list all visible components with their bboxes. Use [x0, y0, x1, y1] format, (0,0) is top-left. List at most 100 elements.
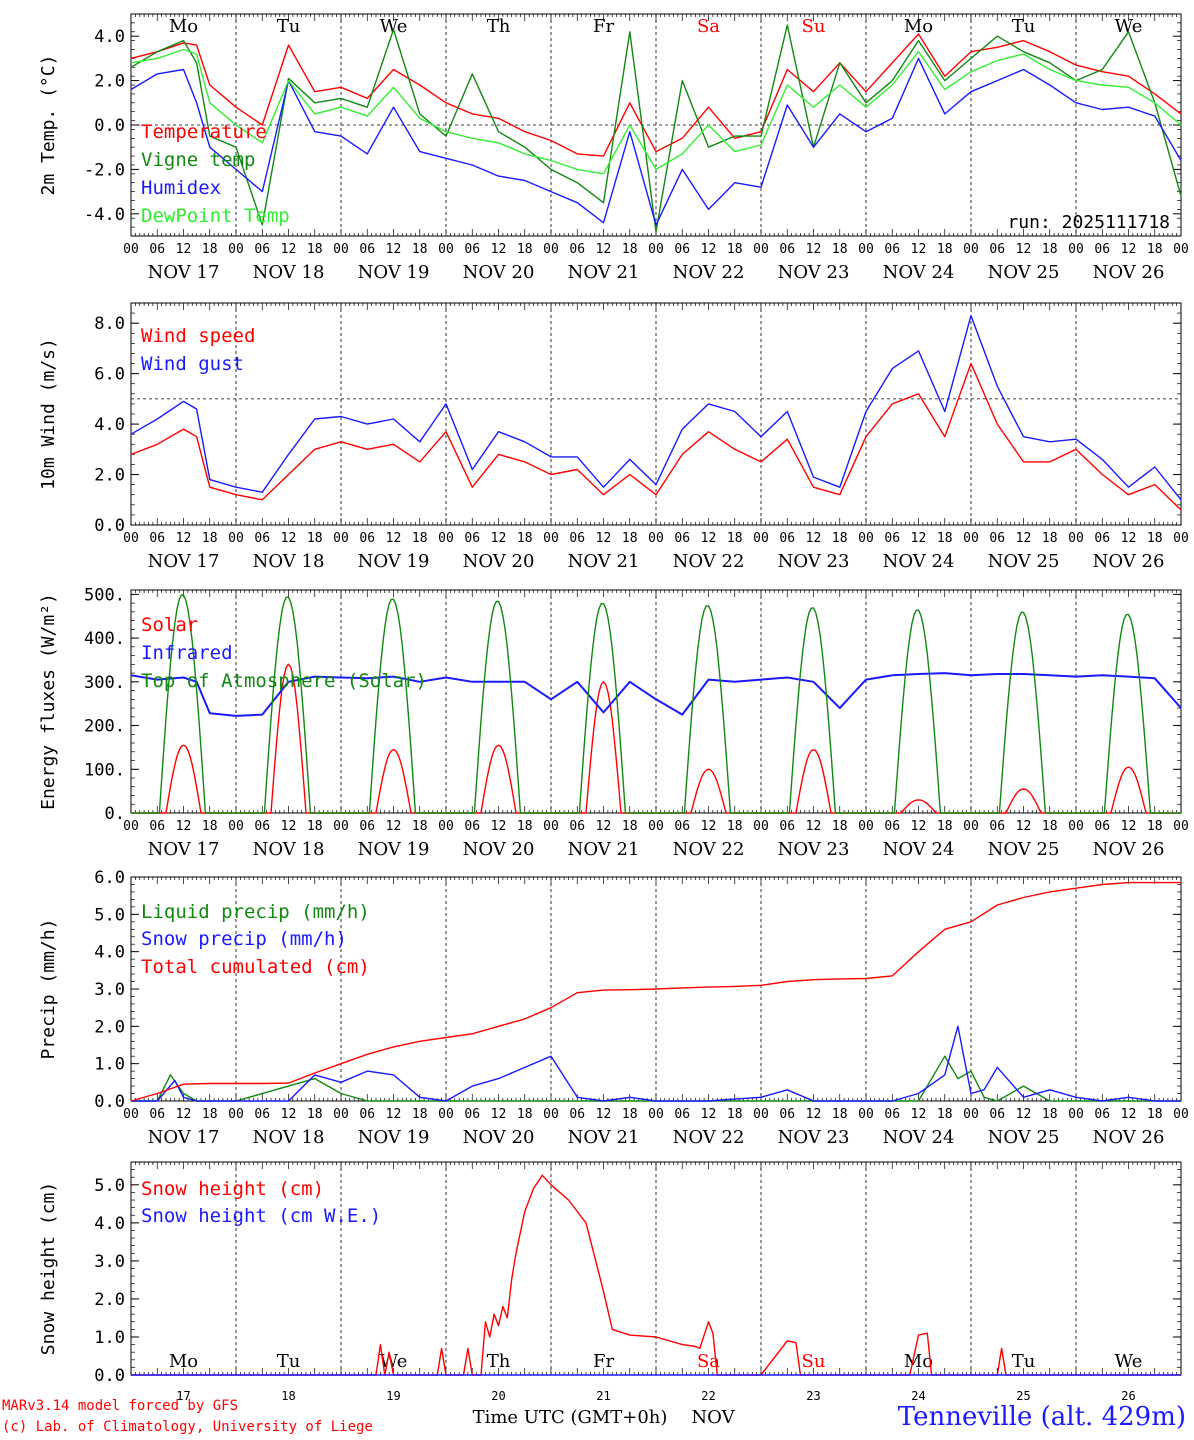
y-tick-label: 2.0 — [94, 72, 125, 92]
hour-label: 18 — [517, 1107, 533, 1122]
panel-frame — [130, 589, 1182, 814]
hour-label: 00 — [1068, 242, 1084, 257]
hour-label: 00 — [228, 531, 244, 546]
hour-label: 06 — [989, 819, 1005, 834]
hour-label: 12 — [1016, 1107, 1032, 1122]
bottom-day-number: 26 — [1121, 1389, 1135, 1403]
weekday-label: Sa — [697, 16, 720, 37]
hour-label: 18 — [202, 1107, 218, 1122]
date-label: NOV 25 — [988, 551, 1060, 572]
hour-label: 06 — [1094, 1107, 1110, 1122]
hour-label: 18 — [832, 531, 848, 546]
hour-label: 12 — [701, 819, 717, 834]
date-label: NOV 19 — [358, 551, 430, 572]
hour-label: 18 — [307, 531, 323, 546]
hour-label: 12 — [386, 531, 402, 546]
date-label: NOV 24 — [883, 839, 955, 860]
legend-entry: Infrared — [141, 642, 233, 664]
date-label: NOV 20 — [463, 551, 535, 572]
hour-label: 18 — [1042, 819, 1058, 834]
legend-entry: Vigne temp — [141, 149, 255, 171]
hour-label: 06 — [254, 819, 270, 834]
date-label: NOV 20 — [463, 839, 535, 860]
hour-label: 00 — [228, 1107, 244, 1122]
weekday-label: Mo — [904, 1351, 933, 1372]
y-tick-label: 5.0 — [94, 1176, 125, 1196]
hour-label: 18 — [517, 531, 533, 546]
hour-label: 00 — [1068, 531, 1084, 546]
date-label: NOV 23 — [778, 551, 850, 572]
series-line-infrared — [130, 672, 1182, 717]
hour-label: 18 — [412, 1107, 428, 1122]
hour-label: 12 — [1121, 531, 1137, 546]
hour-label: 00 — [438, 531, 454, 546]
date-label: NOV 26 — [1093, 551, 1165, 572]
hour-label: 18 — [202, 242, 218, 257]
legend-entry: Solar — [141, 614, 198, 636]
hour-label: 18 — [1042, 242, 1058, 257]
date-label: NOV 20 — [463, 1127, 535, 1148]
date-label: NOV 26 — [1093, 839, 1165, 860]
hour-label: 00 — [333, 819, 349, 834]
date-label: NOV 21 — [568, 1127, 640, 1148]
date-label: NOV 19 — [358, 262, 430, 283]
hour-label: 12 — [1121, 819, 1137, 834]
date-label: NOV 21 — [568, 839, 640, 860]
hour-label: 00 — [123, 531, 139, 546]
weekday-label: Sa — [697, 1351, 720, 1372]
hour-label: 12 — [701, 1107, 717, 1122]
hour-label: 06 — [149, 1107, 165, 1122]
y-axis-label: Energy fluxes (W/m²) — [38, 593, 59, 810]
hour-label: 00 — [858, 819, 874, 834]
hour-label: 18 — [412, 242, 428, 257]
hour-label: 00 — [438, 819, 454, 834]
hour-label: 06 — [674, 531, 690, 546]
weekday-label: Tu — [1012, 16, 1036, 37]
hour-label: 18 — [937, 531, 953, 546]
series-line-humidex — [130, 57, 1182, 226]
hour-label: 06 — [674, 819, 690, 834]
hour-label: 12 — [491, 1107, 507, 1122]
hour-label: 12 — [176, 242, 192, 257]
hour-label: 00 — [1173, 1107, 1189, 1122]
hour-label: 18 — [412, 531, 428, 546]
hour-label: 12 — [701, 242, 717, 257]
y-tick-label: 3.0 — [94, 980, 125, 1000]
hour-label: 06 — [779, 1107, 795, 1122]
hour-label: 06 — [569, 1107, 585, 1122]
hour-label: 12 — [281, 1107, 297, 1122]
hour-label: 18 — [1042, 1107, 1058, 1122]
hour-label: 18 — [517, 242, 533, 257]
hour-label: 06 — [464, 1107, 480, 1122]
hour-label: 18 — [832, 1107, 848, 1122]
hour-label: 12 — [806, 531, 822, 546]
hour-label: 12 — [596, 242, 612, 257]
series-line-snow-precip-mm-h- — [131, 1025, 1181, 1102]
hour-label: 06 — [1094, 819, 1110, 834]
legend-entry: Humidex — [141, 177, 221, 199]
date-label: NOV 22 — [673, 262, 745, 283]
y-tick-label: 0.0 — [94, 116, 125, 136]
date-label: NOV 17 — [148, 839, 220, 860]
legend-entry: Wind speed — [141, 325, 255, 347]
legend-entry: Snow height (cm) — [141, 1178, 324, 1200]
date-label: NOV 19 — [358, 1127, 430, 1148]
series-line-top-of-atmosphere-solar- — [131, 594, 1181, 814]
date-label: NOV 23 — [778, 1127, 850, 1148]
hour-label: 06 — [884, 1107, 900, 1122]
series-line-vigne-temp — [130, 24, 1182, 233]
weekday-label: Fr — [593, 1351, 614, 1372]
hour-label: 00 — [963, 242, 979, 257]
hour-label: 06 — [254, 242, 270, 257]
bottom-day-number: 18 — [281, 1389, 295, 1403]
hour-label: 00 — [648, 242, 664, 257]
hour-label: 12 — [806, 1107, 822, 1122]
y-tick-label: 0.0 — [94, 1366, 125, 1386]
hour-label: 00 — [333, 242, 349, 257]
date-label: NOV 24 — [883, 262, 955, 283]
hour-label: 00 — [858, 1107, 874, 1122]
hour-label: 00 — [543, 242, 559, 257]
hour-label: 06 — [359, 242, 375, 257]
hour-label: 12 — [176, 819, 192, 834]
hour-label: 06 — [989, 1107, 1005, 1122]
